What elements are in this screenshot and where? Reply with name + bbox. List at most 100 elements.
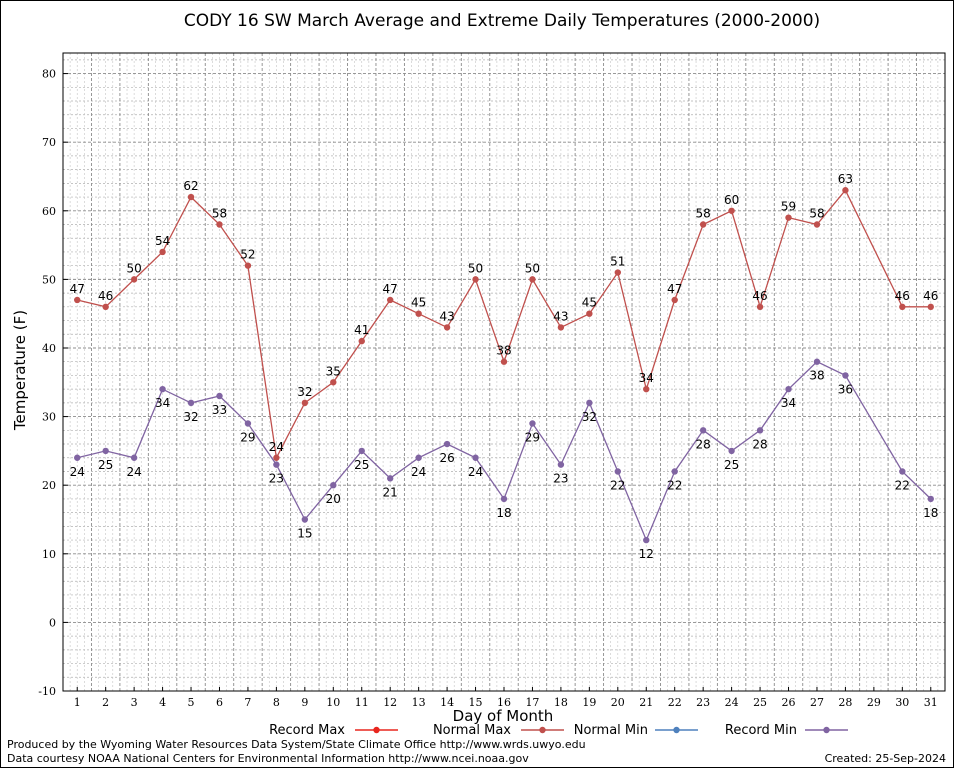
data-point-record-min [159,385,166,393]
data-point-normal-max [216,221,223,228]
x-tick-label: 24 [725,696,739,709]
series-line-normal-max [77,189,931,460]
data-label-record-min: 22 [610,478,625,492]
data-label-normal-max: 59 [781,200,796,214]
data-point-normal-max [699,221,707,228]
y-tick-label: 60 [42,205,56,218]
data-point-normal-max [899,303,906,311]
x-axis-title: Day of Month [453,707,554,725]
data-point-normal-max [671,296,678,304]
data-label-normal-max: 47 [667,282,682,296]
data-point-normal-max [756,303,764,311]
data-label-record-min: 22 [667,478,682,492]
data-point-record-min [216,392,223,400]
data-label-normal-max: 50 [525,261,540,275]
data-label-record-min: 32 [582,410,597,424]
data-point-record-min [586,399,593,407]
data-label-record-min: 18 [496,506,511,520]
data-label-record-min: 23 [553,472,568,486]
data-label-normal-max: 45 [582,296,597,310]
data-label-record-min: 22 [895,478,910,492]
data-point-normal-max [529,276,536,283]
data-label-record-min: 12 [639,547,654,561]
x-tick-label: 10 [326,696,340,709]
data-point-record-min [244,420,252,427]
data-point-normal-max [159,248,166,256]
legend-marker-normal-max [539,726,546,734]
legend-label-normal-min: Normal Min [574,723,648,738]
x-tick-label: 29 [867,696,881,709]
data-label-record-min: 25 [724,458,739,472]
x-tick-label: 11 [355,696,369,709]
legend: Record Max Normal Max Normal Min Record Min [269,723,848,738]
x-tick-label: 30 [895,696,909,709]
data-label-normal-max: 32 [297,385,312,399]
data-point-record-min [671,468,678,475]
data-label-record-min: 23 [269,472,284,486]
data-label-record-min: 29 [240,430,255,444]
data-point-record-min [927,495,934,503]
legend-label-record-max: Record Max [269,723,345,738]
data-point-record-min [529,420,536,427]
data-label-normal-max: 47 [70,282,85,296]
y-tick-label: 40 [42,342,56,355]
data-point-record-min [386,475,394,482]
data-label-record-min: 24 [411,465,426,479]
data-label-record-min: 25 [354,458,369,472]
data-point-record-min [842,372,849,379]
x-tick-label: 17 [525,696,539,709]
data-point-record-min [74,454,81,461]
x-tick-label: 26 [782,696,796,709]
data-point-normal-max [244,262,252,269]
data-point-normal-max [273,454,280,461]
data-point-record-min [728,447,735,455]
plot-border [62,52,946,692]
legend-label-record-min: Record Min [725,723,797,738]
plot-background [63,53,945,691]
data-point-record-min [614,468,622,475]
chart-title: CODY 16 SW March Average and Extreme Dai… [184,11,820,31]
x-tick-label: 23 [696,696,710,709]
x-tick-label: 16 [497,696,511,709]
data-point-normal-max [813,221,821,228]
y-tick-label: 30 [42,411,56,424]
x-tick-label: 7 [244,696,251,709]
data-label-record-min: 28 [696,437,711,451]
data-label-normal-max: 38 [496,344,511,358]
x-tick-label: 21 [639,696,653,709]
data-point-normal-max [415,310,422,317]
data-label-record-min: 24 [468,465,483,479]
data-label-record-min: 33 [212,403,227,417]
data-point-record-min [301,516,309,523]
data-label-normal-max: 58 [696,207,711,221]
data-point-normal-max [386,296,394,304]
data-point-record-min [699,427,707,434]
data-label-record-min: 15 [297,526,312,540]
data-label-normal-max: 47 [383,282,398,296]
x-tick-label: 19 [582,696,596,709]
x-tick-label: 9 [301,696,308,709]
data-label-record-min: 21 [383,485,398,499]
data-label-normal-max: 62 [183,179,198,193]
x-tick-label: 1 [74,696,81,709]
data-label-normal-max: 50 [468,261,483,275]
data-point-normal-max [557,324,565,331]
data-point-record-min [415,454,422,461]
x-tick-label: 25 [753,696,767,709]
data-label-normal-max: 43 [439,309,454,323]
data-label-normal-max: 58 [212,207,227,221]
data-point-normal-max [74,296,81,304]
data-label-normal-max: 50 [126,261,141,275]
x-tick-label: 14 [440,696,454,709]
data-point-normal-max [358,337,365,345]
data-label-normal-max: 60 [724,193,739,207]
legend-marker-record-min [823,726,830,734]
x-tick-label: 20 [611,696,625,709]
data-label-normal-max: 45 [411,296,426,310]
footer-data-courtesy: Data courtesy NOAA National Centers for … [7,752,529,765]
x-tick-label: 13 [412,696,426,709]
data-point-normal-max [472,276,479,283]
data-point-record-min [102,447,109,455]
data-point-normal-max [102,303,109,311]
